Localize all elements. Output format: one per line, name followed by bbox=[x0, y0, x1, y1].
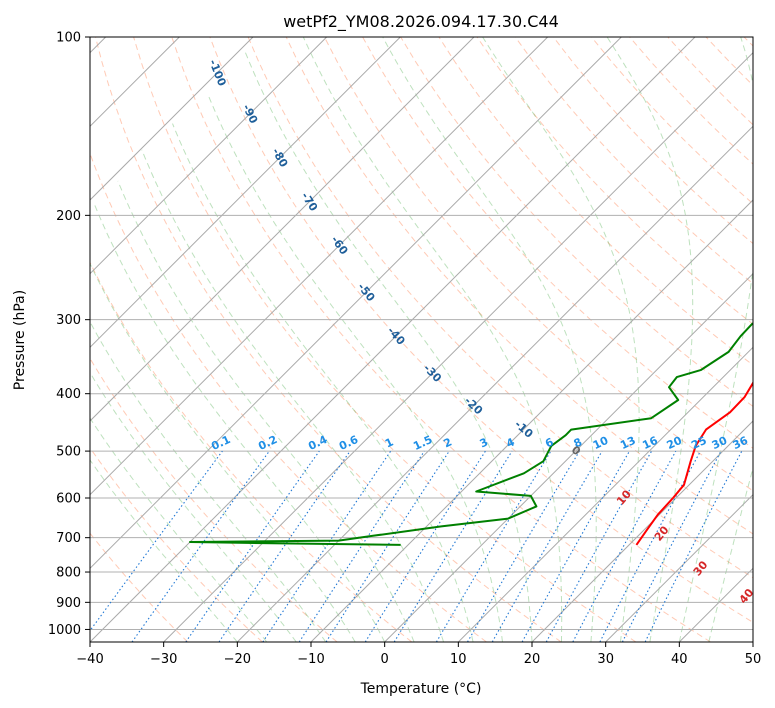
dry-adiabat-line bbox=[171, 37, 711, 642]
moist-adiabat-line bbox=[90, 371, 297, 642]
moist-adiabat-line bbox=[90, 459, 238, 642]
x-tick-label: −40 bbox=[76, 652, 103, 667]
x-tick-label: 30 bbox=[597, 652, 614, 667]
dry-adiabat-line bbox=[90, 357, 338, 642]
mixing-ratio-line bbox=[572, 450, 677, 642]
mixing-ratio-label: 10 bbox=[591, 434, 611, 452]
y-tick-label: 1000 bbox=[48, 623, 81, 638]
dewpoint-profile-line bbox=[189, 322, 753, 546]
dry-adiabat-line bbox=[90, 261, 413, 642]
y-tick-label: 900 bbox=[56, 596, 81, 611]
isotherm-line bbox=[310, 199, 753, 642]
x-tick-label: 10 bbox=[450, 652, 467, 667]
mixing-ratio-line bbox=[262, 450, 392, 642]
plot-area: 0.1 0.2 0.4 0.6 1 1.5 2 3 4 6 8 10 13 16 20 25 30 36-100-… bbox=[90, 37, 753, 642]
moist-adiabat-line bbox=[90, 262, 356, 642]
mixing-ratio-label: 16 bbox=[640, 434, 660, 452]
dry-adiabat-line bbox=[90, 446, 263, 642]
mixing-ratio-line bbox=[644, 450, 743, 642]
moist-adiabats bbox=[90, 37, 753, 642]
isotherm-line bbox=[384, 272, 753, 642]
moist-adiabat-line bbox=[90, 417, 268, 642]
mixing-ratio-line bbox=[185, 450, 320, 642]
moist-adiabat-line bbox=[172, 123, 474, 642]
dry-adiabat-line bbox=[323, 37, 753, 492]
mixing-ratio-label: 30 bbox=[710, 434, 730, 452]
mixing-ratio-line bbox=[218, 450, 351, 642]
mixing-ratio-lines bbox=[90, 450, 743, 642]
y-axis: 100 200 300 400 500 600 700 800 900 1000 bbox=[48, 31, 90, 638]
mixing-ratio-label: 13 bbox=[618, 434, 637, 452]
mixing-ratio-line bbox=[393, 450, 513, 642]
isotherm-line bbox=[90, 37, 328, 275]
x-tick-label: −10 bbox=[297, 652, 324, 667]
x-tick-label: −30 bbox=[150, 652, 177, 667]
y-tick-label: 400 bbox=[56, 387, 81, 402]
mixing-ratio-line bbox=[325, 450, 450, 642]
dry-adiabat-line bbox=[247, 37, 753, 579]
y-tick-label: 700 bbox=[56, 531, 81, 546]
isotherm-line bbox=[531, 420, 753, 642]
mixing-ratio-line bbox=[90, 450, 223, 632]
moist-adiabat-line bbox=[606, 37, 694, 642]
x-tick-label: 20 bbox=[524, 652, 541, 667]
moist-adiabat-line bbox=[243, 49, 533, 642]
x-tick-label: −20 bbox=[224, 652, 251, 667]
y-tick-label: 500 bbox=[56, 445, 81, 460]
dry-adiabat-line bbox=[209, 37, 753, 623]
y-tick-label: 600 bbox=[56, 492, 81, 507]
mixing-ratio-line bbox=[545, 450, 653, 642]
moist-adiabat-line bbox=[482, 37, 640, 642]
profile-series bbox=[189, 322, 753, 546]
moist-adiabat-line bbox=[93, 201, 386, 642]
mixing-ratio-label: 36 bbox=[731, 434, 751, 452]
y-tick-label: 800 bbox=[56, 566, 81, 581]
mixing-ratio-label: 20 bbox=[665, 434, 685, 452]
isotherm-line bbox=[90, 37, 401, 349]
y-axis-label: Pressure (hPa) bbox=[12, 290, 28, 390]
mixing-ratio-line bbox=[131, 450, 270, 642]
isotherm-line bbox=[90, 37, 622, 570]
mixing-ratio-label: 25 bbox=[689, 434, 708, 452]
y-tick-label: 300 bbox=[56, 313, 81, 328]
y-tick-label: 100 bbox=[56, 31, 81, 46]
isotherm-line bbox=[90, 37, 254, 201]
x-tick-label: 0 bbox=[381, 652, 389, 667]
isotherm-line bbox=[90, 37, 549, 496]
moist-adiabat-line bbox=[708, 466, 753, 642]
chart-title: wetPf2_YM08.2026.094.17.30.C44 bbox=[283, 12, 559, 32]
x-tick-label: 40 bbox=[671, 652, 688, 667]
x-axis: −40 −30 −20 −10 0 10 20 30 40 50 bbox=[76, 642, 761, 667]
x-tick-label: 50 bbox=[745, 652, 762, 667]
plot-frame bbox=[89, 36, 754, 643]
temperature-profile-line bbox=[635, 381, 753, 546]
mixing-ratio-line bbox=[521, 450, 630, 642]
moist-adiabat-line bbox=[117, 180, 415, 642]
isotherm-line bbox=[90, 37, 475, 422]
moist-adiabat-line bbox=[678, 37, 753, 642]
mixing-ratio-line bbox=[298, 450, 425, 642]
isotherm-line bbox=[605, 493, 753, 642]
moist-adiabat-line bbox=[382, 37, 597, 642]
dry-adiabat-line bbox=[95, 37, 562, 642]
y-tick-label: 200 bbox=[56, 209, 81, 224]
x-axis-label: Temperature (°C) bbox=[360, 681, 482, 697]
moist-adiabat-line bbox=[90, 320, 327, 642]
dry-adiabat-line bbox=[514, 37, 753, 285]
isotherm-line bbox=[457, 346, 753, 642]
dry-adiabat-line bbox=[285, 37, 753, 535]
moist-adiabat-line bbox=[302, 37, 563, 642]
